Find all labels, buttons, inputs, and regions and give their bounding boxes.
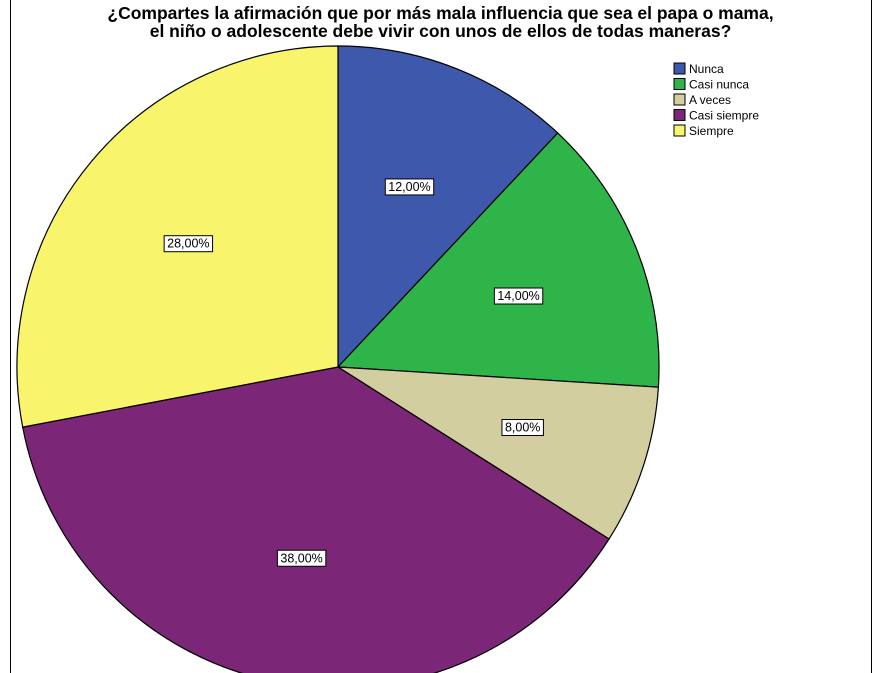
data-label-box [163,235,214,253]
legend-label-casi-siempre: Casi siempre [689,109,759,123]
legend-label-a-veces: A veces [689,93,731,107]
chart-frame [10,0,872,673]
chart-title: ¿Compartes la afirmación que por más mal… [0,4,881,40]
data-label-casi-siempre: 38,00% [276,549,327,567]
chart-title-line-1: ¿Compartes la afirmación que por más mal… [107,3,774,23]
legend-label-nunca: Nunca [689,62,724,76]
legend-swatch-a-veces [673,93,686,106]
data-label-nunca: 12,00% [384,178,435,196]
legend-swatch-casi-siempre [673,109,686,121]
data-label-text: 14,00% [497,289,539,303]
data-label-box [501,419,544,437]
data-label-text: 38,00% [280,551,322,565]
data-label-box [493,287,544,305]
data-label-box [276,549,327,567]
data-labels: 12,00% 14,00% 8,00% 38,00% 28,00% [163,178,544,567]
pie-slice-casi-siempre [21,366,610,673]
pie-slice-casi-nunca [336,132,660,388]
legend-label-casi-nunca: Casi nunca [689,78,749,92]
legend-label-siempre: Siempre [689,124,734,138]
data-label-casi-nunca: 14,00% [493,287,544,305]
data-label-text: 12,00% [388,180,430,194]
chart-title-line-2: el niño o adolescente debe vivir con uno… [149,21,732,41]
data-label-text: 28,00% [167,237,209,251]
data-label-siempre: 28,00% [163,235,214,253]
pie-slices [16,45,660,673]
pie-slice-nunca [337,45,559,369]
legend-swatch-nunca [673,62,686,75]
data-label-a-veces: 8,00% [501,419,544,437]
pie-slice-a-veces [337,366,660,540]
legend-swatch-casi-nunca [673,78,686,90]
legend-swatch-siempre [673,124,686,137]
data-label-text: 8,00% [505,421,540,435]
data-label-box [384,178,435,196]
